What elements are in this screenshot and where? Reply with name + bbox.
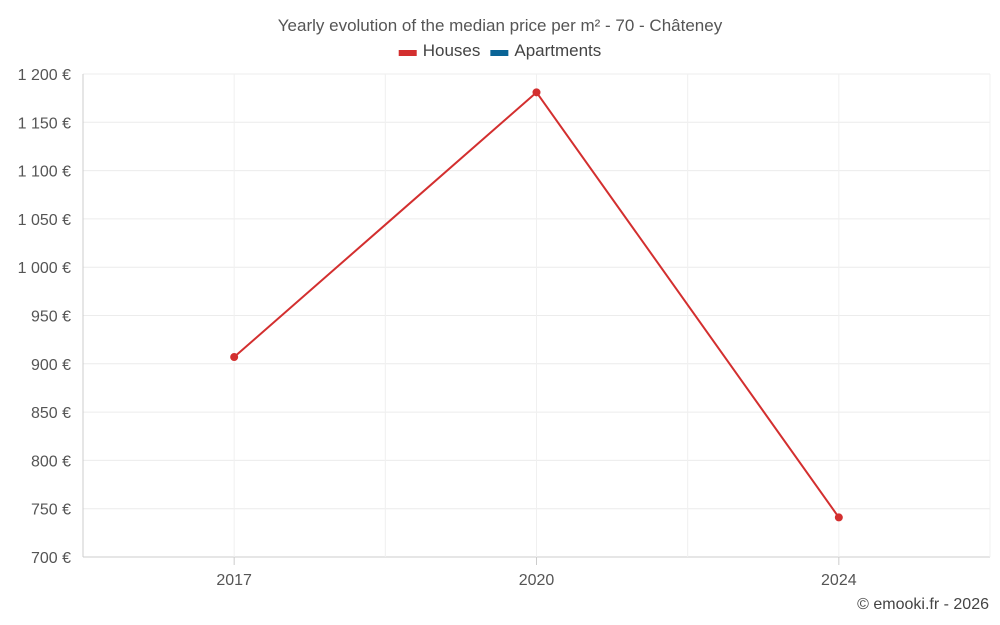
- data-point-houses-2017[interactable]: [230, 353, 239, 362]
- data-point-houses-2020[interactable]: [532, 88, 541, 97]
- x-axis: 2017 2020 2024: [216, 557, 857, 589]
- y-tick-label: 700 €: [31, 550, 71, 567]
- x-tick-label: 2020: [519, 572, 555, 589]
- y-tick-label: 1 000 €: [18, 260, 71, 277]
- grid: [82, 73, 991, 558]
- legend-label: Houses: [423, 41, 481, 60]
- legend-item-houses[interactable]: Houses: [398, 41, 481, 60]
- data-point-houses-2024[interactable]: [834, 513, 843, 522]
- y-tick-label: 850 €: [31, 405, 71, 422]
- credit-text: © emooki.fr - 2026: [857, 596, 989, 613]
- chart-title: Yearly evolution of the median price per…: [278, 16, 723, 35]
- y-tick-label: 750 €: [31, 502, 71, 519]
- legend: Houses Apartments: [398, 41, 601, 60]
- x-tick-label: 2017: [216, 572, 252, 589]
- y-tick-label: 900 €: [31, 357, 71, 374]
- series-layer: [230, 88, 843, 522]
- y-tick-label: 800 €: [31, 453, 71, 470]
- y-tick-label: 1 150 €: [18, 115, 71, 132]
- legend-swatch: [398, 50, 417, 56]
- y-tick-label: 1 100 €: [18, 164, 71, 181]
- legend-item-apartments[interactable]: Apartments: [490, 41, 601, 60]
- x-tick-label: 2024: [821, 572, 857, 589]
- y-axis: 700 € 750 € 800 € 850 € 900 € 950 € 1 000 € 1 0…: [18, 67, 71, 567]
- y-tick-label: 950 €: [31, 309, 71, 326]
- y-tick-label: 1 050 €: [18, 212, 71, 229]
- legend-swatch: [490, 50, 509, 56]
- y-tick-label: 1 200 €: [18, 67, 71, 84]
- legend-label: Apartments: [514, 41, 601, 60]
